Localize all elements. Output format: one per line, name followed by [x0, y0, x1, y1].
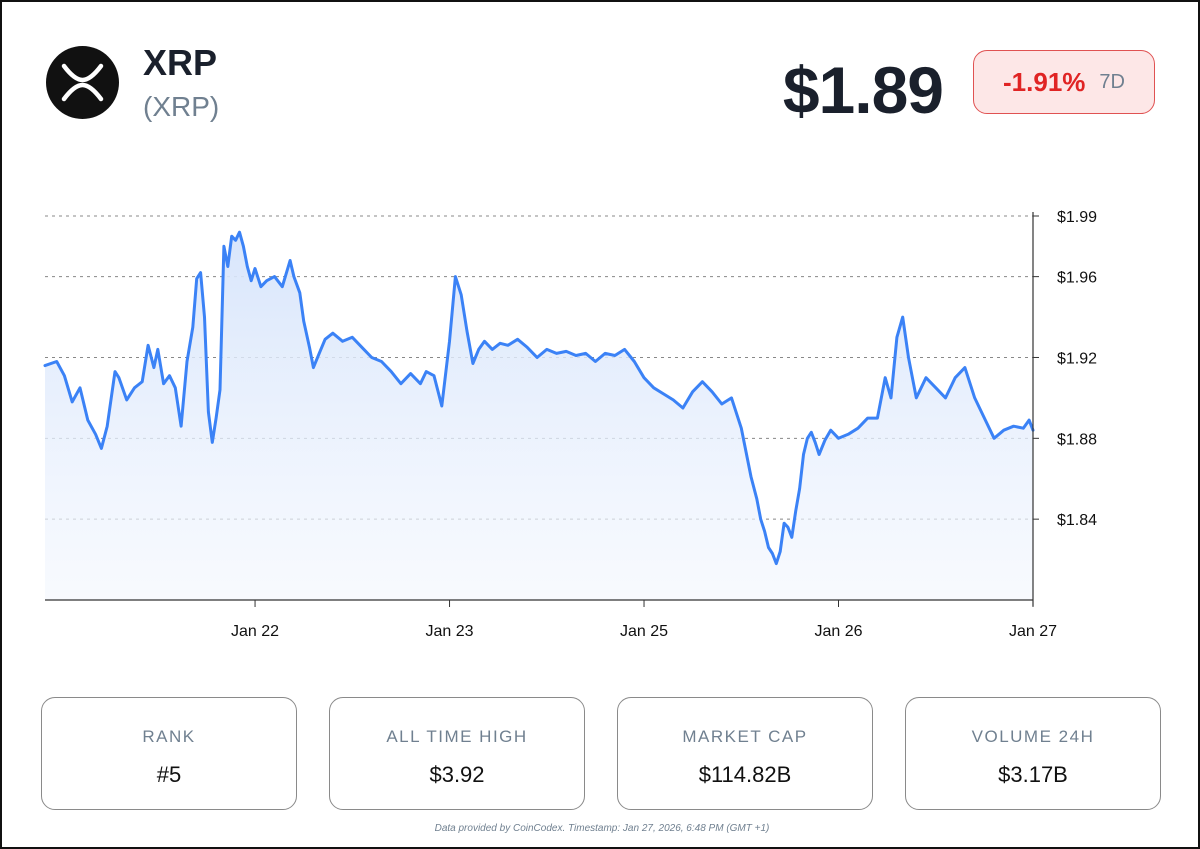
- change-value: -1.91%: [1003, 66, 1086, 97]
- stat-label: ALL TIME HIGH: [386, 727, 528, 746]
- x-tick-label: Jan 23: [426, 623, 474, 640]
- stat-card-market-cap: MARKET CAP $114.82B: [617, 697, 873, 810]
- data-attribution: Data provided by CoinCodex. Timestamp: J…: [434, 823, 770, 834]
- stat-card-all-time-high: ALL TIME HIGH $3.92: [329, 697, 585, 810]
- stat-label: VOLUME 24H: [971, 727, 1095, 746]
- stat-value: $3.92: [429, 762, 485, 787]
- y-tick-label: $1.96: [1057, 270, 1097, 287]
- x-tick-label: Jan 26: [814, 623, 862, 640]
- stat-label: MARKET CAP: [682, 727, 808, 746]
- price-chart: $1.99 $1.96 $1.92 $1.88 $1.84 Jan 22 Jan 23 Jan…: [43, 209, 1097, 640]
- stat-value: $114.82B: [698, 762, 792, 787]
- change-badge: -1.91% 7D: [973, 50, 1155, 114]
- y-tick-label: $1.88: [1057, 431, 1097, 448]
- stat-card-volume-24h: VOLUME 24H $3.17B: [905, 697, 1161, 810]
- coin-symbol: (XRP): [143, 91, 220, 122]
- y-tick-label: $1.92: [1057, 350, 1097, 367]
- stat-label: RANK: [142, 727, 196, 746]
- y-tick-label: $1.84: [1057, 512, 1097, 529]
- current-price: $1.89: [782, 53, 944, 127]
- y-tick-label: $1.99: [1057, 209, 1097, 226]
- coin-name: XRP: [143, 42, 218, 83]
- xrp-logo-icon: [46, 46, 119, 119]
- x-tick-label: Jan 22: [231, 623, 279, 640]
- stat-value: $3.17B: [998, 762, 1068, 787]
- x-tick-label: Jan 25: [620, 623, 668, 640]
- change-period: 7D: [1099, 70, 1125, 93]
- x-tick-label: Jan 27: [1009, 623, 1057, 640]
- stat-value: #5: [156, 762, 182, 787]
- stat-card-rank: RANK #5: [41, 697, 297, 810]
- price-line: [43, 230, 1035, 566]
- price-area: [45, 232, 1033, 600]
